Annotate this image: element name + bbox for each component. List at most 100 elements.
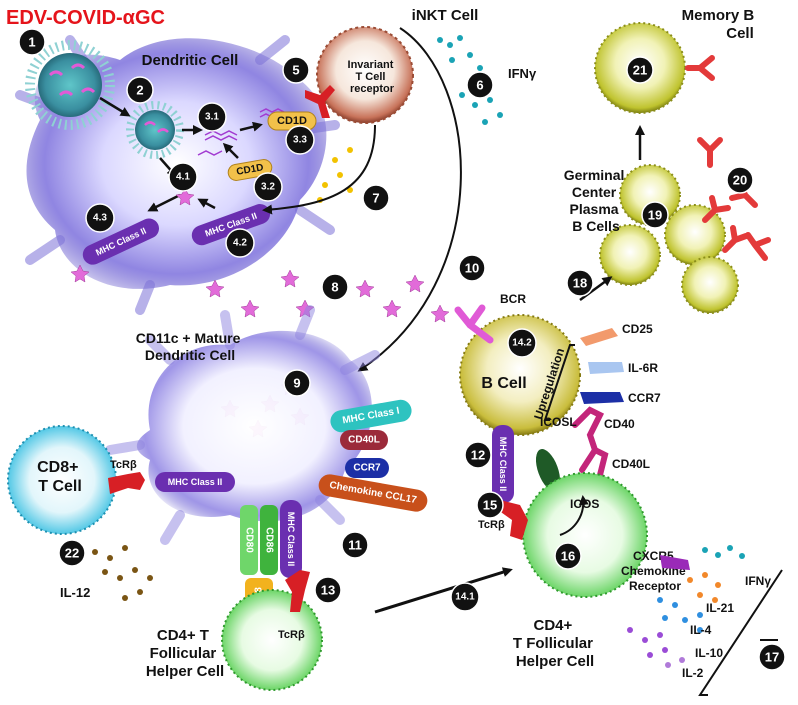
icos-arrow xyxy=(559,495,589,536)
mhc-class-ii-dc-bottom: MHC Class II xyxy=(280,500,302,578)
il6r-marker xyxy=(588,362,624,374)
arrow-1-to-2 xyxy=(99,96,131,117)
svg-text:3.1: 3.1 xyxy=(205,112,219,123)
arrow-bcell-to-plasma xyxy=(579,276,613,302)
svg-text:CD86: CD86 xyxy=(264,527,275,553)
cytokine-bracket xyxy=(698,569,783,696)
ifn-gamma-cytokines-right xyxy=(702,545,745,559)
bcr-label: BCR xyxy=(500,292,526,306)
il4-label: IL-4 xyxy=(690,623,712,637)
ifn-gamma-label-right: IFNγ xyxy=(745,574,771,588)
icosl-marker xyxy=(535,449,561,491)
svg-text:14.1: 14.1 xyxy=(455,592,475,603)
step-badge-5: 5 xyxy=(282,56,310,84)
cxcr5-receptor xyxy=(660,555,690,570)
ifn-gamma-label-top: IFNγ xyxy=(508,66,537,81)
germinal-center-label: Germinal Center Plasma B Cells xyxy=(564,167,629,234)
antibodies-20 xyxy=(697,137,771,261)
svg-text:11: 11 xyxy=(348,538,362,553)
step-badge-6: 6 xyxy=(466,71,494,99)
icosl-label: ICOSL xyxy=(540,415,577,429)
step-badge-12: 12 xyxy=(464,441,492,469)
il2-cytokines xyxy=(665,657,685,668)
alpha-galcer-glycolipid xyxy=(197,108,285,156)
step-badge-18: 18 xyxy=(566,269,594,297)
step-badge-17: 17 xyxy=(758,643,786,671)
step-badge-8: 8 xyxy=(321,273,349,301)
edv-particle-large xyxy=(25,40,115,130)
il6r-label: IL-6R xyxy=(628,361,658,375)
cd80-receptor: CD80 xyxy=(240,505,258,575)
svg-text:7: 7 xyxy=(372,191,379,206)
svg-text:2: 2 xyxy=(136,83,143,98)
svg-text:12: 12 xyxy=(471,448,485,463)
mhc-class-ii-cd8-interface: MHC Class II xyxy=(155,472,235,492)
diagram-title: EDV-COVID-αGC xyxy=(6,7,165,29)
cd40l-b-marker xyxy=(579,446,609,478)
svg-text:1: 1 xyxy=(28,35,35,50)
bcr-receptor xyxy=(454,304,494,344)
ccr7-dc-receptor: CCR7 xyxy=(345,458,389,478)
svg-text:14.2: 14.2 xyxy=(512,338,532,349)
svg-text:CD1D: CD1D xyxy=(277,115,307,127)
svg-text:22: 22 xyxy=(65,546,79,561)
il4-cytokines xyxy=(657,597,703,633)
step-badge-20: 20 xyxy=(726,166,754,194)
step-badge-7: 7 xyxy=(362,184,390,212)
cd86-receptor: CD86 xyxy=(260,505,278,575)
tcrb-bottom-receptor xyxy=(285,570,310,612)
svg-text:5: 5 xyxy=(292,63,299,78)
step-badge-19: 19 xyxy=(641,201,669,229)
svg-text:MHC Class II: MHC Class II xyxy=(168,477,223,487)
cd8-t-cell-label: CD8+ T Cell xyxy=(37,459,83,495)
svg-text:15: 15 xyxy=(483,498,497,513)
cd1d-receptor-3-3: CD1D xyxy=(267,111,317,131)
tcrb-left-receptor xyxy=(108,472,145,494)
svg-text:6: 6 xyxy=(476,78,483,93)
cd4-tfh-cell-left xyxy=(221,589,323,691)
ccr7-b-marker xyxy=(580,392,624,404)
svg-text:4.2: 4.2 xyxy=(233,238,247,249)
cd40l-dc-receptor: CD40L xyxy=(340,430,388,450)
svg-text:20: 20 xyxy=(733,173,747,188)
svg-text:MHC Class II: MHC Class II xyxy=(286,512,296,567)
svg-text:13: 13 xyxy=(321,583,335,598)
cd40-label: CD40 xyxy=(604,417,635,431)
svg-text:3.3: 3.3 xyxy=(293,135,307,146)
step-badge-16: 16 xyxy=(554,542,582,570)
arrow-3-1-to-3-3 xyxy=(239,121,263,132)
dendritic-cell-label: Dendritic Cell xyxy=(142,52,239,69)
step-badge-3-3: 3.3 xyxy=(285,125,315,155)
b-cell-label: B Cell xyxy=(481,375,526,392)
step-badge-4-2: 4.2 xyxy=(225,228,255,258)
cd40-marker xyxy=(572,406,605,453)
step-badge-3-1: 3.1 xyxy=(197,102,227,132)
il21-label: IL-21 xyxy=(706,601,734,615)
svg-text:4.1: 4.1 xyxy=(176,172,190,183)
step-badge-14-2: 14.2 xyxy=(507,328,537,358)
step-badge-4-3: 4.3 xyxy=(85,203,115,233)
step-badge-11: 11 xyxy=(341,531,369,559)
il12-label: IL-12 xyxy=(60,585,90,600)
svg-text:3.2: 3.2 xyxy=(261,182,275,193)
cd4-tfh-label-right: CD4+ T Follicular Helper Cell xyxy=(513,617,597,670)
antibody-memory xyxy=(685,55,715,81)
inkt-cell xyxy=(316,26,414,124)
mhc-class-ii-bcell: MHC Class II xyxy=(492,425,514,503)
tcrb-left-label: TcRβ xyxy=(110,459,137,471)
il10-cytokines xyxy=(627,627,668,658)
svg-text:9: 9 xyxy=(293,376,300,391)
cd25-label: CD25 xyxy=(622,322,653,336)
il12-cytokines xyxy=(92,545,153,601)
cd25-marker xyxy=(580,328,618,346)
ccr7-b-label: CCR7 xyxy=(628,391,661,405)
step-badge-15: 15 xyxy=(476,491,504,519)
svg-text:CD40L: CD40L xyxy=(348,435,380,446)
arrow-to-4-3 xyxy=(147,193,181,212)
svg-text:CCR7: CCR7 xyxy=(353,463,381,474)
step-badge-4-1: 4.1 xyxy=(168,162,198,192)
memory-b-cell-label: Memory B Cell xyxy=(682,7,759,42)
tcrb-right-label: TcRβ xyxy=(478,519,505,531)
